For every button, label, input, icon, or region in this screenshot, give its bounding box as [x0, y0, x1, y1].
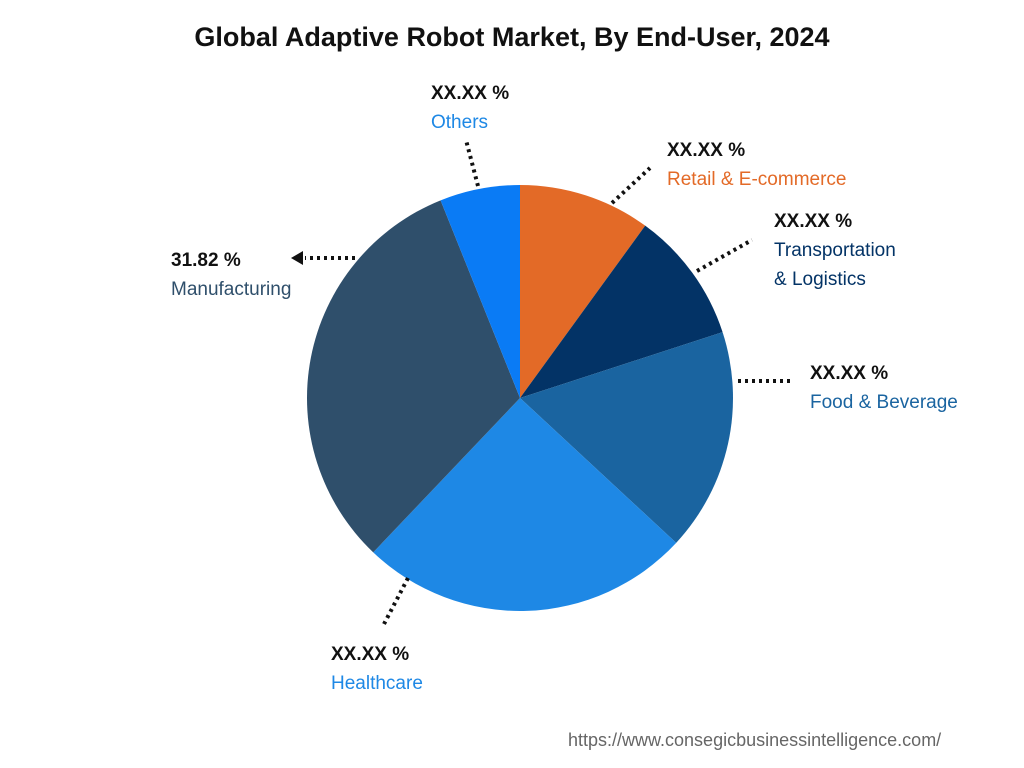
name-retail: Retail & E-commerce: [667, 169, 847, 190]
label-others: XX.XX % Others: [431, 79, 509, 137]
label-retail: XX.XX % Retail & E-commerce: [667, 136, 847, 194]
slice-others: [440, 185, 520, 398]
label-manufacturing: 31.82 % Manufacturing: [171, 246, 291, 304]
pct-food: XX.XX %: [810, 363, 889, 384]
leader-healthcare: [382, 577, 410, 625]
slice-retail-e-commerce: [520, 185, 646, 398]
pct-transport: XX.XX %: [774, 211, 853, 232]
slice-manufacturing: [307, 200, 520, 553]
pct-manufacturing: 31.82 %: [171, 250, 241, 271]
pct-others: XX.XX %: [431, 83, 510, 104]
name-others: Others: [431, 112, 489, 133]
leader-others: [464, 139, 480, 187]
leader-retail: [610, 166, 652, 205]
source-url[interactable]: https://www.consegicbusinessintelligence…: [568, 730, 942, 750]
label-food: XX.XX % Food & Beverage: [810, 359, 958, 417]
pct-retail: XX.XX %: [667, 140, 746, 161]
leader-transport: [696, 238, 753, 273]
name-manufacturing: Manufacturing: [171, 279, 292, 300]
pct-healthcare: XX.XX %: [331, 644, 410, 665]
slice-transportation-logistics: [520, 225, 723, 398]
slice-food-beverage: [520, 332, 733, 543]
label-healthcare: XX.XX % Healthcare: [331, 640, 423, 698]
name-healthcare: Healthcare: [331, 673, 423, 694]
name-transport-2: & Logistics: [774, 269, 866, 290]
name-food: Food & Beverage: [810, 392, 958, 413]
label-transport: XX.XX % Transportation & Logistics: [774, 207, 896, 294]
name-transport-1: Transportation: [774, 240, 896, 261]
slice-healthcare: [373, 398, 677, 612]
chart-title: Global Adaptive Robot Market, By End-Use…: [194, 22, 830, 52]
arrow-manufacturing: [291, 251, 303, 265]
